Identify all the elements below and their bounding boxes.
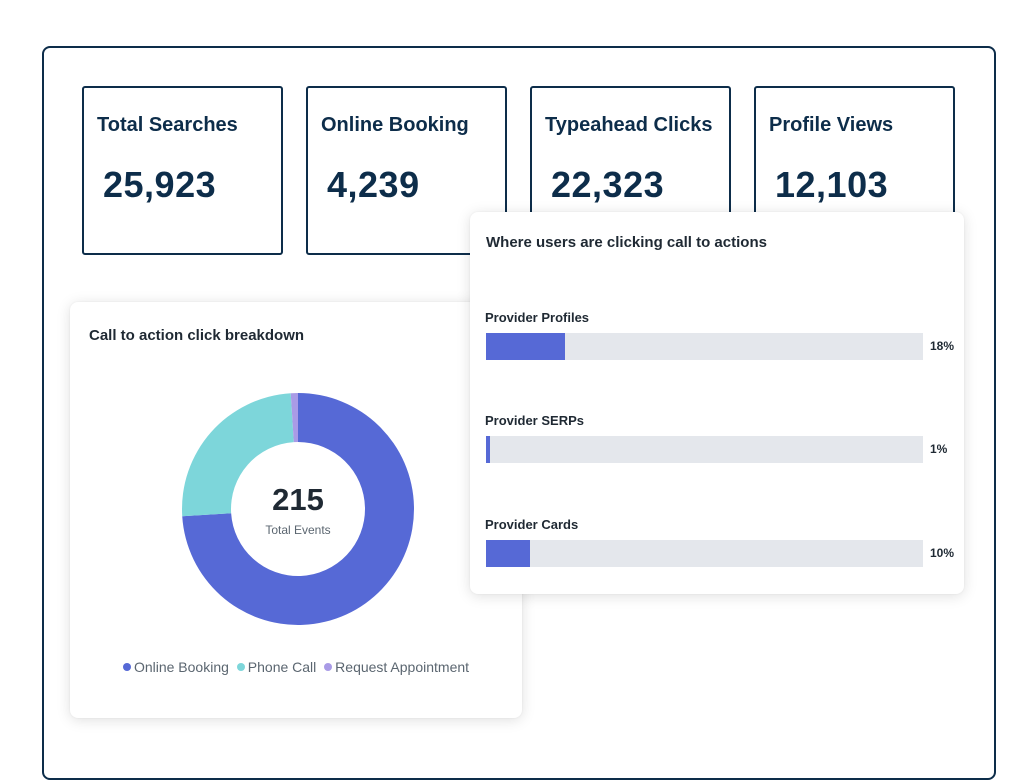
legend-label: Request Appointment	[335, 659, 470, 675]
panel-title: Call to action click breakdown	[89, 327, 305, 344]
stat-card-online-booking[interactable]: Online Booking 4,239	[306, 86, 507, 255]
legend-label: Online Booking	[133, 659, 229, 675]
bar-row-provider-cards: Provider Cards 10%	[485, 517, 960, 577]
legend-label: Phone Call	[247, 659, 317, 675]
legend-item-request-appointment[interactable]: Request Appointment	[324, 659, 469, 675]
bar-track	[486, 436, 923, 463]
stat-label: Online Booking	[321, 114, 469, 136]
bar-track	[486, 540, 923, 567]
bar-value-label: 10%	[930, 546, 955, 560]
bar-label: Provider Profiles	[485, 310, 590, 325]
donut-total-label: Total Events	[265, 523, 331, 537]
donut-slice-online-booking[interactable]	[182, 393, 414, 625]
bar-value-label: 1%	[930, 442, 948, 456]
donut-slice-phone-call[interactable]	[182, 393, 294, 517]
stat-value: 12,103	[775, 164, 889, 205]
donut-slice-request-appointment[interactable]	[290, 393, 298, 443]
legend-item-phone-call[interactable]: Phone Call	[236, 659, 317, 675]
legend-item-online-booking[interactable]: Online Booking	[122, 659, 229, 675]
bar-fill	[486, 333, 565, 360]
bar-value-label: 18%	[930, 339, 955, 353]
cta-breakdown-panel: Call to action click breakdown 215 Total…	[70, 302, 522, 718]
stat-label: Profile Views	[769, 114, 894, 136]
donut-total-value: 215	[272, 482, 324, 517]
legend-dot-icon	[324, 663, 333, 671]
panel-title: Where users are clicking call to actions	[486, 234, 767, 251]
stat-value: 25,923	[103, 164, 217, 205]
donut-chart	[182, 393, 414, 625]
bar-label: Provider Cards	[485, 517, 579, 532]
cta-locations-panel: Where users are clicking call to actions…	[470, 212, 964, 594]
stat-value: 4,239	[327, 164, 420, 205]
bar-row-provider-profiles: Provider Profiles 18%	[485, 310, 960, 370]
legend-dot-icon	[236, 663, 245, 671]
stat-value: 22,323	[551, 164, 665, 205]
bar-fill	[486, 436, 491, 463]
bar-label: Provider SERPs	[485, 413, 584, 428]
stat-label: Total Searches	[97, 114, 238, 136]
stat-label: Typeahead Clicks	[545, 114, 713, 136]
legend-dot-icon	[122, 663, 131, 671]
stat-card-total-searches[interactable]: Total Searches 25,923	[82, 86, 283, 255]
bar-fill	[486, 540, 530, 567]
bar-row-provider-serps: Provider SERPs 1%	[485, 413, 960, 473]
bar-track	[486, 333, 923, 360]
donut-legend: Online Booking Phone Call Request Appoin…	[70, 659, 522, 675]
